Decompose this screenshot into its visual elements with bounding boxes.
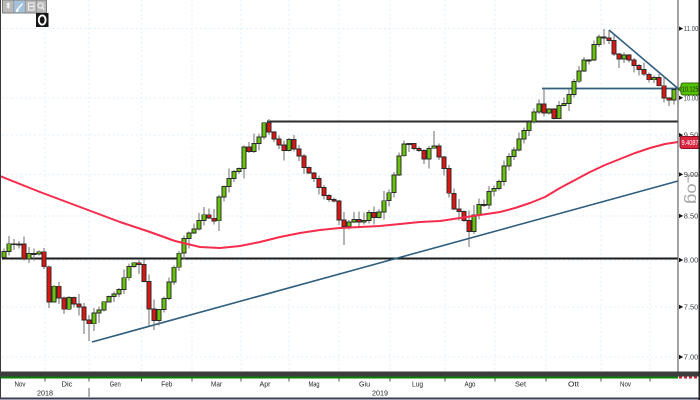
- svg-text:9.4087: 9.4087: [682, 138, 699, 147]
- svg-text:Feb: Feb: [161, 380, 172, 389]
- svg-text:2018: 2018: [37, 389, 53, 398]
- svg-text:Log: Log: [684, 173, 700, 204]
- svg-text:10.125: 10.125: [682, 85, 699, 94]
- svg-text:9.00: 9.00: [684, 170, 699, 179]
- svg-text:Dic: Dic: [62, 380, 73, 389]
- svg-text:Ott: Ott: [568, 380, 579, 389]
- svg-text:11.00: 11.00: [684, 24, 699, 33]
- svg-text:Set: Set: [515, 380, 526, 389]
- svg-text:Lug: Lug: [412, 380, 423, 389]
- svg-text:8.00: 8.00: [684, 256, 699, 265]
- svg-text:Gen: Gen: [110, 380, 121, 389]
- svg-text:9.50: 9.50: [684, 131, 699, 140]
- svg-text:2019: 2019: [372, 389, 388, 398]
- svg-text:Mar: Mar: [211, 380, 222, 389]
- svg-text:10.00: 10.00: [684, 93, 699, 102]
- svg-text:Giu: Giu: [359, 380, 370, 389]
- svg-text:8.50: 8.50: [684, 212, 699, 221]
- svg-text:Nov: Nov: [15, 380, 26, 389]
- svg-text:7.00: 7.00: [684, 353, 699, 362]
- svg-text:Mag: Mag: [309, 380, 320, 389]
- svg-text:7.50: 7.50: [684, 303, 699, 312]
- svg-text:Ago: Ago: [465, 380, 476, 389]
- svg-text:Apr: Apr: [260, 380, 272, 389]
- svg-text:Nov: Nov: [620, 380, 631, 389]
